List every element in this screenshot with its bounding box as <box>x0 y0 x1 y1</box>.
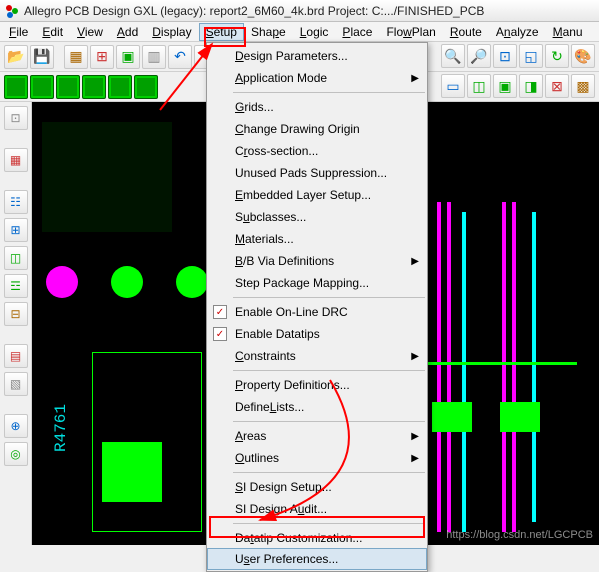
layer-button[interactable] <box>82 75 106 99</box>
menu-item[interactable]: Application Mode▶ <box>207 67 427 89</box>
open-icon[interactable]: 📂 <box>4 45 28 69</box>
menu-view[interactable]: View <box>70 23 110 41</box>
menu-item[interactable]: Subclasses... <box>207 206 427 228</box>
menu-flowplan[interactable]: FlowPlan <box>379 23 442 41</box>
titlebar: Allegro PCB Design GXL (legacy): report2… <box>0 0 599 22</box>
left-toolbar: ⊡ ▦ ☷ ⊞ ◫ ☲ ⊟ ▤ ▧ ⊕ ◎ <box>0 102 32 545</box>
watermark: https://blog.csdn.net/LGCPCB <box>446 529 593 541</box>
menu-item[interactable]: SI Design Setup... <box>207 476 427 498</box>
toolbar-right: 🔍 🔎 ⊡ ◱ ↻ 🎨 <box>441 44 595 68</box>
tool-icon[interactable]: ◎ <box>4 442 28 466</box>
tool-icon[interactable]: ▤ <box>4 344 28 368</box>
tool-icon[interactable]: ▦ <box>64 45 88 69</box>
tool-icon[interactable]: ▣ <box>493 74 517 98</box>
menu-item[interactable]: Define Lists... <box>207 396 427 418</box>
menu-item[interactable]: Grids... <box>207 96 427 118</box>
refresh-icon[interactable]: ↻ <box>545 44 569 68</box>
tool-icon[interactable]: ☲ <box>4 274 28 298</box>
tool-icon[interactable]: ◫ <box>4 246 28 270</box>
menu-add[interactable]: Add <box>110 23 145 41</box>
setup-menu-dropdown: Design Parameters...Application Mode▶ Gri… <box>206 42 428 572</box>
tool-icon[interactable]: ◫ <box>467 74 491 98</box>
menu-item[interactable]: Step Package Mapping... <box>207 272 427 294</box>
tool-icon[interactable]: ⊟ <box>4 302 28 326</box>
menu-item[interactable]: Cross-section... <box>207 140 427 162</box>
menu-setup[interactable]: Setup <box>199 23 244 41</box>
menu-item[interactable]: Unused Pads Suppression... <box>207 162 427 184</box>
app-logo-icon <box>4 3 20 19</box>
menu-item[interactable]: Enable On-Line DRC✓ <box>207 301 427 323</box>
menu-item[interactable]: SI Design Audit... <box>207 498 427 520</box>
layer-button[interactable] <box>108 75 132 99</box>
layer-button[interactable] <box>134 75 158 99</box>
tool-icon[interactable]: ⊕ <box>4 414 28 438</box>
menu-item[interactable]: Property Definitions... <box>207 374 427 396</box>
save-icon[interactable]: 💾 <box>30 45 54 69</box>
tool-icon[interactable]: ▩ <box>571 74 595 98</box>
zoom-in-icon[interactable]: 🔍 <box>441 44 465 68</box>
menu-manu[interactable]: Manu <box>546 23 590 41</box>
zoom-out-icon[interactable]: 🔎 <box>467 44 491 68</box>
toolbar-right-2: ▭ ◫ ▣ ◨ ⊠ ▩ <box>441 74 595 98</box>
menu-item[interactable]: Embedded Layer Setup... <box>207 184 427 206</box>
zoom-fit-icon[interactable]: ⊡ <box>493 44 517 68</box>
menu-place[interactable]: Place <box>335 23 379 41</box>
tool-icon[interactable]: ◨ <box>519 74 543 98</box>
layer-button[interactable] <box>4 75 28 99</box>
menu-shape[interactable]: Shape <box>244 23 293 41</box>
menu-display[interactable]: Display <box>145 23 198 41</box>
tool-icon[interactable]: ▥ <box>142 45 166 69</box>
menu-item[interactable]: B/B Via Definitions▶ <box>207 250 427 272</box>
menu-logic[interactable]: Logic <box>293 23 336 41</box>
menu-item[interactable]: Outlines▶ <box>207 447 427 469</box>
menubar: FileEditViewAddDisplaySetupShapeLogicPla… <box>0 22 599 42</box>
color-icon[interactable]: 🎨 <box>571 44 595 68</box>
tool-icon[interactable]: ▧ <box>4 372 28 396</box>
menu-item[interactable]: User Preferences... <box>207 548 427 570</box>
window-title: Allegro PCB Design GXL (legacy): report2… <box>24 4 484 18</box>
menu-item[interactable]: Design Parameters... <box>207 45 427 67</box>
menu-item[interactable]: Constraints▶ <box>207 345 427 367</box>
layer-button[interactable] <box>30 75 54 99</box>
tool-icon[interactable]: ▭ <box>441 74 465 98</box>
menu-item[interactable]: Areas▶ <box>207 425 427 447</box>
zoom-prev-icon[interactable]: ◱ <box>519 44 543 68</box>
menu-analyze[interactable]: Analyze <box>489 23 546 41</box>
undo-icon[interactable]: ↶ <box>168 45 192 69</box>
tool-icon[interactable]: ▦ <box>4 148 28 172</box>
tool-icon[interactable]: ⊠ <box>545 74 569 98</box>
menu-item[interactable]: Datatip Customization... <box>207 527 427 549</box>
menu-file[interactable]: File <box>2 23 35 41</box>
menu-item[interactable]: Change Drawing Origin <box>207 118 427 140</box>
tool-icon[interactable]: ⊞ <box>4 218 28 242</box>
tool-icon[interactable]: ☷ <box>4 190 28 214</box>
tool-icon[interactable]: ⊞ <box>90 45 114 69</box>
menu-item[interactable]: Enable Datatips✓ <box>207 323 427 345</box>
tool-icon[interactable]: ⊡ <box>4 106 28 130</box>
layer-button[interactable] <box>56 75 80 99</box>
menu-edit[interactable]: Edit <box>35 23 70 41</box>
menu-route[interactable]: Route <box>443 23 489 41</box>
menu-item[interactable]: Materials... <box>207 228 427 250</box>
tool-icon[interactable]: ▣ <box>116 45 140 69</box>
